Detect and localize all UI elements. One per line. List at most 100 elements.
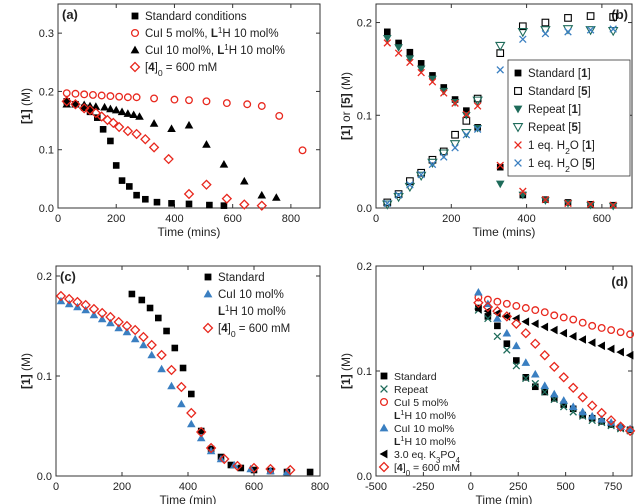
data-point [122,327,132,336]
data-point [484,314,492,323]
legend-label: L1H 10 mol% [394,434,456,449]
data-point [519,35,527,43]
legend-marker [379,449,388,459]
data-point [205,442,217,454]
data-point [275,111,284,120]
data-point [521,317,530,326]
data-point [496,66,504,74]
x-tick-label: 0 [53,481,59,493]
x-axis-label: Time (mins) [158,225,221,239]
data-point [382,35,392,43]
data-point [416,65,426,74]
data-point [406,58,414,67]
x-tick-label: 0 [373,213,379,225]
data-point [616,328,625,337]
series-3 [55,290,296,476]
data-point [559,328,568,338]
x-tick-label: 0 [468,481,474,493]
data-point [123,109,133,117]
x-tick-label: 200 [107,213,125,225]
data-point [417,60,425,67]
data-point [219,453,230,465]
data-point [222,99,231,108]
data-point [298,146,307,155]
legend-marker [514,159,522,167]
x-tick-label: 200 [113,481,131,493]
x-tick-label: 600 [593,213,611,225]
legend-label: CuI 10 mol%, L1H 10 mol% [145,43,285,58]
panel-label: (a) [62,7,78,22]
data-point [492,305,503,317]
data-point [88,90,97,99]
data-point [531,383,539,391]
data-point [501,311,513,322]
data-point [502,299,511,308]
series-6 [473,297,636,437]
data-point [272,193,281,201]
series-4 [61,96,267,211]
data-point [624,425,636,437]
y-tick-label: 0.1 [39,145,54,157]
data-point [417,170,425,179]
data-point [80,299,91,311]
data-point [586,400,598,411]
data-point [256,200,267,211]
data-point [112,162,120,169]
data-point [107,137,114,145]
series-5 [383,39,617,209]
x-tick-label: 400 [517,213,535,225]
panel-b: 0 200 400 600 0.0 0.1 0.2 Time (mins) [1] or [5]… [339,3,633,239]
data-point [608,202,618,211]
x-tick-label: 400 [165,213,183,225]
data-point [586,26,595,34]
data-point [206,446,216,455]
legend-label: Standard [5] [528,86,591,98]
data-point [167,381,176,390]
data-point [132,93,141,102]
data-point [89,310,99,319]
data-point [70,99,81,110]
data-point [176,381,187,393]
data-point [417,68,425,77]
data-point [80,90,89,99]
data-point [219,159,229,168]
x-tick-label: 0 [55,213,61,225]
legend-marker [514,87,522,95]
data-point [227,461,235,469]
data-point [616,347,624,357]
panel-label: (c) [60,269,76,284]
legend-label: CuI 5 mol%, L1H 10 mol% [145,26,279,41]
data-point [539,350,550,361]
data-point [484,313,492,320]
data-point [55,290,67,302]
data-point [606,418,616,426]
data-point [394,191,403,199]
data-point [105,311,116,323]
legend-c: Standard CuI 10 mol% L1H 10 mol% [4]0 = 600… [202,272,290,339]
x-tick-label: 600 [245,481,263,493]
data-point [503,340,511,347]
data-point [541,29,550,38]
data-point [106,92,115,101]
plot-frame [57,3,321,209]
legend-marker [130,28,140,38]
data-point [220,202,228,209]
data-point [100,102,109,111]
data-point [522,374,530,383]
data-point [587,411,597,420]
legend-label: L1H 10 mol% [394,408,456,423]
series-1 [475,304,634,434]
data-point [615,421,626,432]
legend-label: [4]0 = 600 mM [394,462,460,478]
data-point [206,201,213,209]
series-1 [128,290,314,476]
data-point [474,304,482,314]
data-point [462,110,471,119]
data-point [163,327,170,335]
legend-marker [130,45,140,54]
data-point [578,318,587,327]
data-point [461,129,472,139]
data-point [626,330,635,339]
data-point [585,26,596,36]
